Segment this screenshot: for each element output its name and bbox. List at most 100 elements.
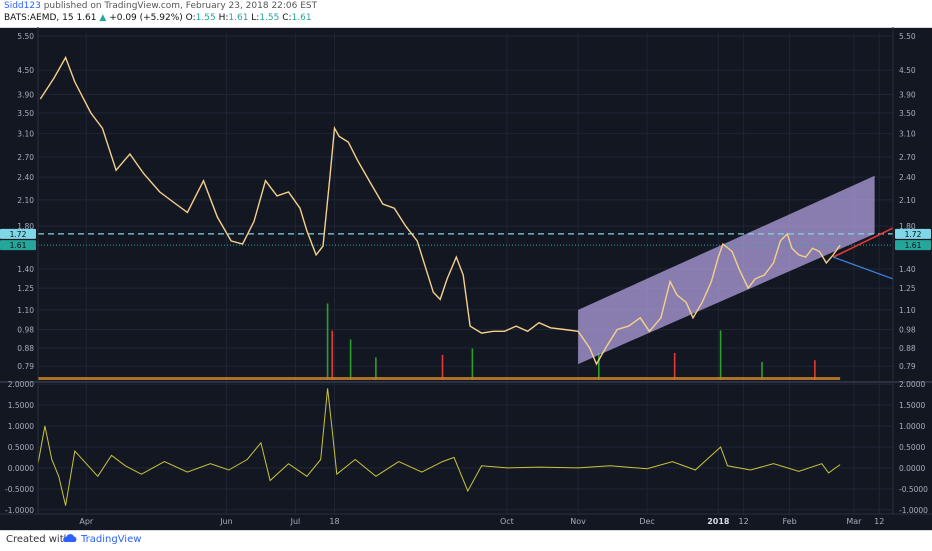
x-tick-label: Nov [570, 517, 586, 526]
y-tick-label: 2.40 [17, 173, 34, 182]
y-tick-label: 0.88 [17, 344, 34, 353]
osc-tick-label: 0.0000 [899, 464, 925, 473]
y-tick-label: 3.90 [17, 91, 34, 100]
close-label: C: [282, 13, 292, 23]
volume-bars [38, 303, 841, 380]
price-badge-bg [0, 228, 36, 239]
y-tick-label: 3.10 [17, 130, 34, 139]
blue-trendline [833, 256, 894, 280]
open-value: 1.55 [195, 13, 216, 23]
y-tick-label: 0.98 [17, 326, 34, 335]
osc-tick-label: 2.0000 [8, 380, 34, 389]
y-tick-label: 1.80 [899, 222, 916, 231]
osc-tick-label: 0.5000 [8, 443, 34, 452]
y-tick-label: 5.50 [899, 32, 916, 41]
x-tick-label: Feb [782, 517, 796, 526]
osc-tick-label: 2.0000 [899, 380, 925, 389]
x-tick-label: Jun [219, 517, 233, 526]
volume-bar [471, 348, 474, 380]
symbol-label[interactable]: BATS:AEMD, 15 [4, 13, 74, 23]
volume-bar [349, 339, 352, 380]
price-badge-label: 1.72 [905, 230, 922, 239]
ohlc-legend: BATS:AEMD, 15 1.61 ▲ +0.09 (+5.92%) O:1.… [4, 13, 312, 23]
x-tick-label: Oct [500, 517, 514, 526]
osc-tick-label: 0.5000 [899, 443, 925, 452]
osc-tick-label: 1.5000 [8, 401, 34, 410]
osc-tick-label: -1.0000 [5, 506, 34, 515]
y-tick-label: 3.50 [17, 109, 34, 118]
y-tick-label: 2.10 [17, 196, 34, 205]
osc-tick-label: 1.0000 [8, 422, 34, 431]
y-tick-label: 3.10 [899, 130, 916, 139]
x-tick-label: 2018 [707, 517, 730, 526]
y-tick-label: 0.79 [899, 362, 916, 371]
price-badge-bg [895, 228, 931, 239]
volume-bar [441, 354, 444, 380]
y-tick-label: 1.10 [17, 306, 34, 315]
y-tick-label: 1.80 [17, 222, 34, 231]
author-link[interactable]: Sidd123 [4, 1, 41, 11]
oscillator-line [37, 388, 841, 506]
high-label: H: [218, 13, 229, 23]
open-label: O: [185, 13, 196, 23]
close-value: 1.61 [291, 13, 312, 23]
price-change: +0.09 (+5.92%) [109, 13, 183, 23]
y-tick-label: 0.98 [899, 326, 916, 335]
low-value: 1.55 [259, 13, 280, 23]
x-tick-label: 18 [329, 517, 339, 526]
y-tick-label: 3.90 [899, 91, 916, 100]
volume-bar [761, 362, 763, 380]
volume-bar [673, 353, 676, 380]
y-tick-label: 3.50 [899, 109, 916, 118]
x-tick-label: Jul [290, 517, 301, 526]
low-label: L: [251, 13, 260, 23]
change-up-icon: ▲ [99, 13, 107, 23]
osc-tick-label: 0.0000 [8, 464, 34, 473]
chart-header: Sidd123 published on TradingView.com, Fe… [0, 0, 932, 28]
y-tick-label: 1.10 [899, 306, 916, 315]
price-badge-label: 1.61 [905, 241, 922, 250]
high-value: 1.61 [228, 13, 249, 23]
chart-axes: 5.50 5.50 4.50 4.50 3.90 3.90 3.50 3.50 3.10 3.10… [0, 27, 932, 526]
osc-tick-label: 1.5000 [899, 401, 925, 410]
osc-tick-label: 1.0000 [899, 422, 925, 431]
chart-area[interactable]: 5.50 5.50 4.50 4.50 3.90 3.90 3.50 3.50 3.10 3.10… [0, 27, 932, 530]
x-tick-label: 12 [874, 517, 884, 526]
y-tick-label: 4.50 [899, 66, 916, 75]
publish-info: Sidd123 published on TradingView.com, Fe… [4, 1, 317, 11]
volume-bar [814, 360, 816, 380]
last-price: 1.61 [76, 13, 97, 23]
red-trendline [832, 227, 894, 258]
volume-bar [331, 330, 333, 380]
price-line [39, 55, 841, 366]
published-text: published on TradingView.com, February 2… [43, 1, 318, 11]
y-tick-label: 0.88 [899, 344, 916, 353]
drawing-tools [38, 175, 894, 365]
price-badge-label: 1.72 [10, 230, 27, 239]
y-tick-label: 2.70 [899, 153, 916, 162]
brand-label: TradingView [81, 534, 142, 545]
price-badge-label: 1.61 [10, 241, 27, 250]
x-tick-label: Apr [79, 517, 94, 526]
tradingview-brand[interactable]: TradingView [62, 534, 141, 545]
y-tick-label: 5.50 [17, 32, 34, 41]
volume-baseline [38, 377, 841, 380]
osc-tick-label: -0.5000 [899, 485, 928, 494]
y-tick-label: 1.25 [17, 284, 34, 293]
chart-footer: Created with TradingView [0, 530, 932, 551]
y-tick-label: 1.40 [17, 265, 34, 274]
created-with-text: Created with [6, 534, 70, 545]
x-tick-label: Dec [639, 517, 654, 526]
volume-bar [326, 303, 329, 380]
price-badge-bg [895, 240, 931, 251]
tradingview-cloud-icon [63, 534, 77, 542]
price-badge-bg [0, 240, 36, 251]
y-tick-label: 4.50 [17, 66, 34, 75]
osc-tick-label: -0.5000 [5, 485, 34, 494]
volume-bar [719, 330, 722, 380]
parallel-channel [578, 175, 875, 365]
osc-tick-label: -1.0000 [899, 506, 928, 515]
y-tick-label: 2.40 [899, 173, 916, 182]
y-tick-label: 2.70 [17, 153, 34, 162]
volume-bar [598, 353, 600, 380]
